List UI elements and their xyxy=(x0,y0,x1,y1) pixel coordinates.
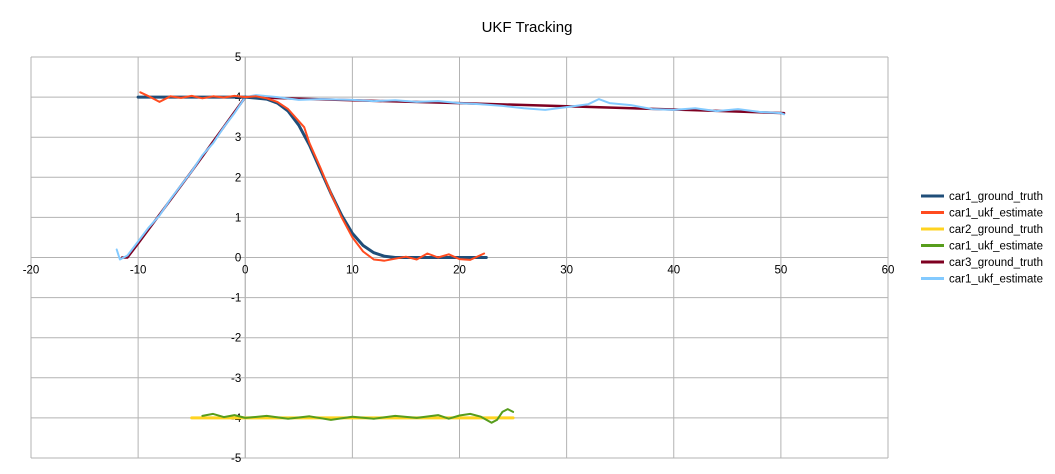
x-tick-label: 60 xyxy=(882,265,895,277)
x-tick-label: 0 xyxy=(242,265,248,277)
y-tick-label: 3 xyxy=(235,132,241,144)
legend-label: car3_ground_truth xyxy=(949,257,1043,269)
series-line-car1_ukf_estimate xyxy=(201,408,515,424)
x-tick-label: 40 xyxy=(667,265,680,277)
y-tick-label: 0 xyxy=(235,253,241,265)
x-tick-label: 10 xyxy=(346,265,359,277)
legend-label: car1_ukf_estimate xyxy=(949,208,1043,220)
y-tick-label: -3 xyxy=(231,373,241,385)
legend-label: car1_ukf_estimate xyxy=(949,241,1043,253)
data-series xyxy=(115,91,786,424)
y-tick-label: 1 xyxy=(235,212,241,224)
legend-label: car1_ukf_estimate xyxy=(949,274,1043,286)
chart-title: UKF Tracking xyxy=(482,19,573,36)
legend-label: car2_ground_truth xyxy=(949,224,1043,236)
y-tick-label: 5 xyxy=(235,52,241,64)
y-tick-label: 2 xyxy=(235,172,241,184)
x-tick-label: 50 xyxy=(774,265,787,277)
legend: car1_ground_truth car1_ukf_estimate car2_g… xyxy=(921,191,1043,286)
legend-label: car1_ground_truth xyxy=(949,191,1043,203)
y-tick-label: -5 xyxy=(231,453,241,465)
y-tick-label: -1 xyxy=(231,293,241,305)
series-line-car3_ground_truth xyxy=(120,95,786,259)
x-tick-label: -10 xyxy=(130,265,147,277)
series-line-car1_ukf_estimate xyxy=(115,94,786,261)
series-line-car1_ukf_estimate xyxy=(139,91,486,262)
x-tick-label: 20 xyxy=(453,265,466,277)
y-tick-label: -2 xyxy=(231,333,241,345)
x-tick-label: 30 xyxy=(560,265,573,277)
x-tick-label: -20 xyxy=(23,265,40,277)
